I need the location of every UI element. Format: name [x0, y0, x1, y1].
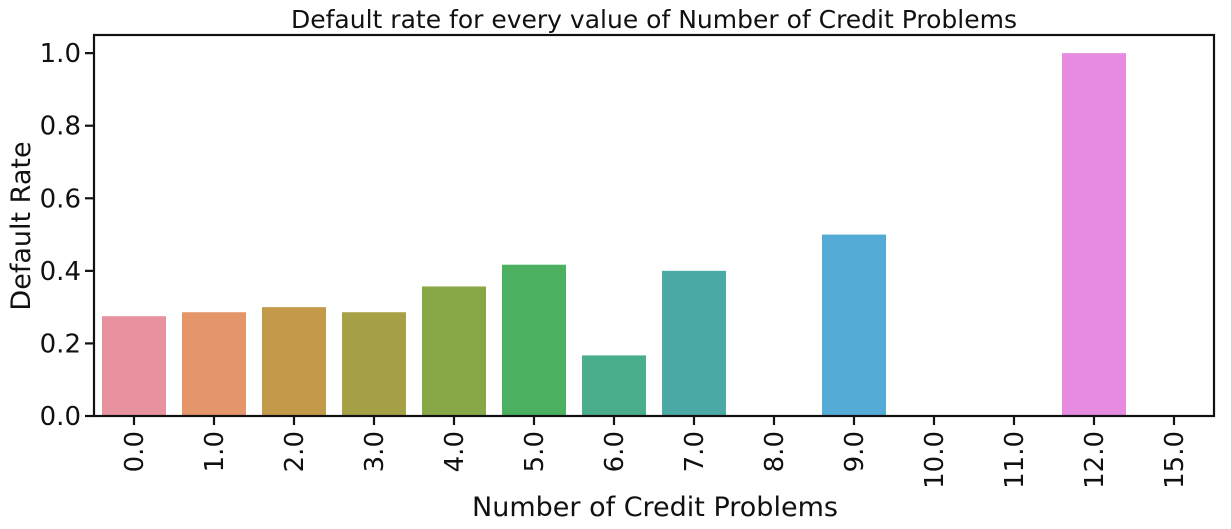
x-tick-label: 12.0 — [1080, 431, 1110, 489]
bar-12.0 — [1062, 53, 1126, 416]
y-tick-label: 0.8 — [40, 112, 81, 142]
x-axis-ticks: 0.0 1.0 2.0 3.0 4.0 5.0 6.0 7.0 8.0 9.0 10.0 11.0 12… — [120, 416, 1190, 489]
y-tick-label: 0.2 — [40, 329, 81, 359]
x-tick-label: 4.0 — [440, 431, 470, 472]
y-axis-label: Default Rate — [6, 141, 37, 310]
x-tick-label: 7.0 — [680, 431, 710, 472]
bar-1.0 — [182, 312, 246, 416]
y-tick-label: 0.0 — [40, 402, 81, 432]
x-tick-label: 15.0 — [1160, 431, 1190, 489]
bar-7.0 — [662, 270, 726, 416]
y-tick-label: 0.6 — [40, 184, 81, 214]
x-tick-label: 2.0 — [280, 431, 310, 472]
x-tick-label: 1.0 — [200, 431, 230, 472]
x-tick-label: 3.0 — [360, 431, 390, 472]
chart-title: Default rate for every value of Number o… — [291, 5, 1017, 34]
x-tick-label: 5.0 — [520, 431, 550, 472]
x-tick-label: 8.0 — [760, 431, 790, 472]
bar-0.0 — [102, 316, 166, 416]
plot-frame — [92, 33, 1216, 418]
x-tick-label: 11.0 — [1000, 431, 1030, 489]
bar-4.0 — [422, 286, 486, 416]
x-tick-label: 9.0 — [840, 431, 870, 472]
bar-6.0 — [582, 355, 646, 416]
bar-2.0 — [262, 307, 326, 416]
y-tick-label: 1.0 — [40, 39, 81, 69]
bar-9.0 — [822, 234, 886, 416]
bars-group — [102, 53, 1126, 416]
x-tick-label: 10.0 — [920, 431, 950, 489]
y-axis-ticks: 0.0 0.2 0.4 0.6 0.8 1.0 — [40, 39, 94, 432]
x-tick-label: 6.0 — [600, 431, 630, 472]
x-axis-label: Number of Credit Problems — [472, 492, 838, 523]
bar-5.0 — [502, 264, 566, 416]
bar-3.0 — [342, 312, 406, 416]
y-tick-label: 0.4 — [40, 257, 81, 287]
x-tick-label: 0.0 — [120, 431, 150, 472]
